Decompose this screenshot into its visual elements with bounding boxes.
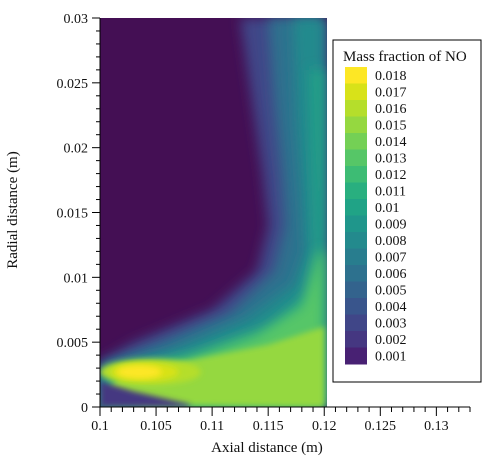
legend-swatch bbox=[345, 116, 367, 134]
legend-swatch bbox=[345, 265, 367, 282]
legend-label: 0.008 bbox=[375, 234, 407, 249]
legend-swatch bbox=[345, 215, 367, 233]
legend-swatch bbox=[345, 83, 367, 101]
legend-swatch bbox=[345, 67, 367, 84]
y-tick-label: 0.025 bbox=[57, 77, 89, 92]
legend-swatch bbox=[345, 347, 367, 365]
legend-swatch bbox=[345, 331, 367, 348]
legend-label: 0.012 bbox=[375, 168, 407, 183]
legend-label: 0.014 bbox=[375, 135, 407, 150]
legend-swatch bbox=[345, 248, 367, 266]
y-tick-label: 0.01 bbox=[64, 271, 89, 286]
x-axis-title: Axial distance (m) bbox=[211, 440, 323, 456]
legend-label: 0.001 bbox=[375, 350, 407, 365]
legend-swatch bbox=[345, 298, 367, 315]
legend-label: 0.007 bbox=[375, 251, 407, 266]
x-tick-label: 0.13 bbox=[424, 419, 449, 434]
legend-label: 0.01 bbox=[375, 201, 400, 216]
legend-label: 0.016 bbox=[375, 102, 407, 117]
legend-label: 0.015 bbox=[375, 119, 407, 134]
legend-label: 0.003 bbox=[375, 317, 407, 332]
y-tick-label: 0.015 bbox=[57, 207, 89, 222]
x-tick-label: 0.12 bbox=[312, 419, 337, 434]
legend-swatch bbox=[345, 232, 367, 249]
legend-label: 0.005 bbox=[375, 284, 407, 299]
legend-swatch bbox=[345, 182, 367, 200]
legend-swatch bbox=[345, 281, 367, 299]
legend-title: Mass fraction of NO bbox=[343, 49, 467, 65]
contour-region-008 bbox=[100, 18, 325, 407]
y-tick-label: 0.02 bbox=[64, 142, 89, 157]
contour-region-002 bbox=[100, 381, 190, 407]
y-ticks: 0 0.005 0.01 0.015 0.02 0.025 0.03 bbox=[57, 12, 100, 416]
legend-swatch bbox=[345, 133, 367, 150]
contour-region-015 bbox=[105, 326, 325, 407]
legend-swatch bbox=[345, 199, 367, 216]
contour-field bbox=[100, 18, 327, 407]
legend-label: 0.006 bbox=[375, 267, 407, 282]
x-tick-label: 0.11 bbox=[200, 419, 224, 434]
x-tick-label: 0.105 bbox=[140, 419, 172, 434]
legend-label: 0.017 bbox=[375, 86, 407, 101]
contour-layers bbox=[100, 18, 325, 407]
legend-swatch bbox=[345, 100, 367, 117]
legend-label: 0.002 bbox=[375, 333, 407, 348]
x-tick-label: 0.125 bbox=[365, 419, 397, 434]
legend-swatch bbox=[345, 166, 367, 183]
y-axis-title: Radial distance (m) bbox=[5, 151, 21, 268]
y-tick-label: 0.005 bbox=[57, 336, 89, 351]
legend-label: 0.011 bbox=[375, 185, 406, 200]
legend-swatch bbox=[345, 149, 367, 167]
contour-core-018 bbox=[116, 365, 162, 379]
y-tick-label: 0 bbox=[81, 401, 88, 416]
legend-label: 0.013 bbox=[375, 152, 407, 167]
legend-label: 0.004 bbox=[375, 300, 407, 315]
y-tick-label: 0.03 bbox=[64, 12, 89, 27]
axes: 0.1 0.105 0.11 0.115 0.12 0.125 0.13 00.0050.0… bbox=[5, 12, 471, 456]
x-ticks: 0.1 0.105 0.11 0.115 0.12 0.125 0.13 bbox=[91, 407, 471, 434]
legend-swatch bbox=[345, 314, 367, 332]
legend-label: 0.009 bbox=[375, 218, 407, 233]
x-tick-label: 0.1 bbox=[91, 419, 109, 434]
legend-label: 0.018 bbox=[375, 69, 407, 84]
x-tick-label: 0.115 bbox=[253, 419, 284, 434]
